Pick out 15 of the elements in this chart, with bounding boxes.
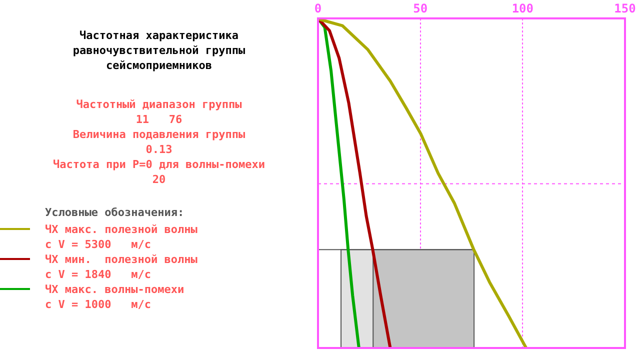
text: Частота при P=0 для волны-помехи (52, 157, 266, 172)
text: 11 76 (134, 112, 184, 127)
text: Величина подавления группы (72, 127, 246, 142)
legend-label: ЧХ мин. полезной волны с V = 1840 м/с (45, 252, 198, 282)
legend-label: ЧХ макс. полезной волны с V = 5300 м/с (45, 222, 198, 252)
x-tick-label: 150 (614, 1, 636, 16)
x-tick-label: 50 (413, 1, 428, 16)
text: 20 (151, 172, 167, 187)
text: Частотная характеристика равночувствительной группы сейсмоприемников (72, 28, 246, 73)
text: 0.13 (144, 142, 174, 157)
x-tick-label: 0 (314, 1, 322, 16)
text: Частотный диапазон группы (75, 97, 243, 112)
legend-label: ЧХ макс. волны-помехи с V = 1000 м/с (45, 282, 184, 312)
x-tick-label: 100 (512, 1, 534, 16)
legend-title: Условные обозначения: (45, 205, 186, 220)
